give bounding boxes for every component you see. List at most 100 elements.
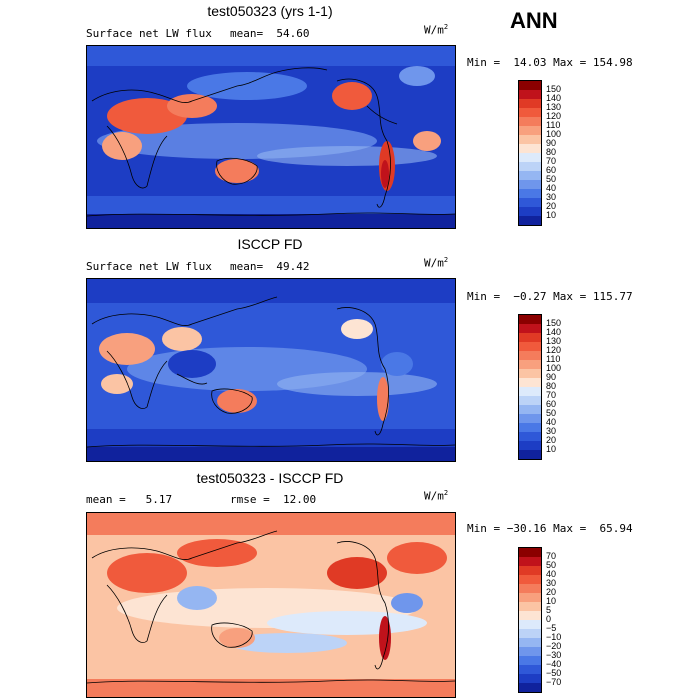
colorbar-tick-label: 130: [546, 336, 562, 346]
colorbar-swatch: [519, 557, 541, 566]
colorbar-swatch: [519, 405, 541, 414]
colorbar-swatch: [519, 620, 541, 629]
colorbar-tick-label: −40: [546, 659, 562, 669]
colorbar-tick-label: 140: [546, 327, 562, 337]
colorbar-tick-label: 50: [546, 408, 557, 418]
panel-3-map-field: [87, 513, 455, 697]
colorbar-tick-label: 0: [546, 614, 552, 624]
panel-2-colorbar: [518, 314, 542, 460]
colorbar-tick-label: 150: [546, 318, 562, 328]
colorbar-tick-label: 120: [546, 111, 562, 121]
colorbar-swatch: [519, 171, 541, 180]
panel-3-units: W/m2: [424, 489, 449, 503]
panel-3-map: [86, 512, 456, 698]
colorbar-swatch: [519, 135, 541, 144]
colorbar-tick-label: 20: [546, 435, 557, 445]
panel-3-mean-label: mean = 5.17: [86, 493, 173, 506]
colorbar-swatch: [519, 611, 541, 620]
colorbar-swatch: [519, 333, 541, 342]
colorbar-tick-label: 120: [546, 345, 562, 355]
colorbar-tick-label: −30: [546, 650, 562, 660]
colorbar-swatch: [519, 162, 541, 171]
colorbar-swatch: [519, 602, 541, 611]
colorbar-tick-label: 80: [546, 381, 557, 391]
colorbar-swatch: [519, 414, 541, 423]
colorbar-swatch: [519, 647, 541, 656]
colorbar-swatch: [519, 584, 541, 593]
panel-1-title: test050323 (yrs 1-1): [207, 3, 333, 19]
colorbar-swatch: [519, 593, 541, 602]
colorbar-tick-label: 20: [546, 587, 557, 597]
colorbar-tick-label: −10: [546, 632, 562, 642]
colorbar-tick-label: 60: [546, 165, 557, 175]
colorbar-tick-label: 140: [546, 93, 562, 103]
colorbar-swatch: [519, 207, 541, 216]
colorbar-swatch: [519, 117, 541, 126]
colorbar-swatch: [519, 396, 541, 405]
colorbar-swatch: [519, 342, 541, 351]
colorbar-tick-label: 110: [546, 120, 561, 130]
colorbar-tick-label: 30: [546, 426, 557, 436]
panel-2-title: ISCCP FD: [237, 236, 303, 252]
colorbar-tick-label: 60: [546, 399, 557, 409]
colorbar-tick-label: 40: [546, 183, 557, 193]
colorbar-tick-label: 80: [546, 147, 557, 157]
panel-1-map-field: [87, 46, 455, 228]
colorbar-swatch: [519, 99, 541, 108]
colorbar-tick-label: −20: [546, 641, 562, 651]
colorbar-tick-label: 110: [546, 354, 561, 364]
colorbar-tick-label: 10: [546, 444, 557, 454]
colorbar-swatch: [519, 450, 541, 459]
colorbar-swatch: [519, 656, 541, 665]
colorbar-swatch: [519, 189, 541, 198]
panel-3-colorbar: [518, 547, 542, 693]
colorbar-tick-label: 40: [546, 569, 557, 579]
colorbar-swatch: [519, 441, 541, 450]
colorbar-swatch: [519, 387, 541, 396]
colorbar-tick-label: 50: [546, 174, 557, 184]
colorbar-swatch: [519, 360, 541, 369]
colorbar-swatch: [519, 683, 541, 692]
colorbar-swatch: [519, 423, 541, 432]
colorbar-swatch: [519, 629, 541, 638]
panel-2-map-field: [87, 279, 455, 461]
colorbar-tick-label: −70: [546, 677, 562, 687]
colorbar-swatch: [519, 665, 541, 674]
panel-2-units: W/m2: [424, 256, 449, 270]
colorbar-swatch: [519, 369, 541, 378]
colorbar-tick-label: 100: [546, 363, 562, 373]
panel-2-map: [86, 278, 456, 462]
colorbar-tick-label: 20: [546, 201, 557, 211]
colorbar-tick-label: 90: [546, 138, 557, 148]
panel-1-mean-label: mean= 54.60: [230, 27, 310, 40]
colorbar-swatch: [519, 126, 541, 135]
colorbar-tick-label: 70: [546, 551, 557, 561]
colorbar-tick-label: −50: [546, 668, 562, 678]
colorbar-swatch: [519, 638, 541, 647]
colorbar-swatch: [519, 432, 541, 441]
colorbar-swatch: [519, 216, 541, 225]
colorbar-tick-label: 10: [546, 596, 557, 606]
colorbar-swatch: [519, 315, 541, 324]
colorbar-swatch: [519, 90, 541, 99]
colorbar-swatch: [519, 575, 541, 584]
colorbar-tick-label: 70: [546, 390, 557, 400]
colorbar-tick-label: 90: [546, 372, 557, 382]
colorbar-tick-label: 150: [546, 84, 562, 94]
panel-3-rmse-label: rmse = 12.00: [230, 493, 317, 506]
colorbar-swatch: [519, 108, 541, 117]
colorbar-swatch: [519, 324, 541, 333]
panel-3-title: test050323 - ISCCP FD: [196, 470, 344, 486]
colorbar-tick-label: −5: [546, 623, 557, 633]
colorbar-tick-label: 30: [546, 578, 557, 588]
colorbar-tick-label: 40: [546, 417, 557, 427]
panel-2-variable-label: Surface net LW flux: [86, 260, 212, 273]
panel-1-colorbar: [518, 80, 542, 226]
panel-2-minmax: Min = −0.27 Max = 115.77: [467, 290, 633, 303]
colorbar-swatch: [519, 153, 541, 162]
colorbar-swatch: [519, 378, 541, 387]
panel-3-minmax: Min = −30.16 Max = 65.94: [467, 522, 633, 535]
colorbar-tick-label: 30: [546, 192, 557, 202]
colorbar-swatch: [519, 198, 541, 207]
season-label: ANN: [510, 8, 558, 33]
